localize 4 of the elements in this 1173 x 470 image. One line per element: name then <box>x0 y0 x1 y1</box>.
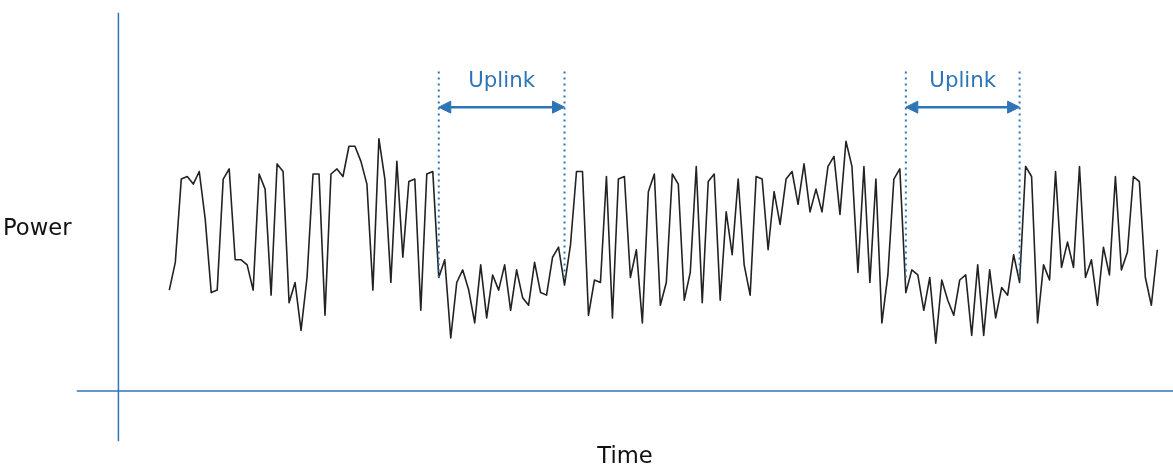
y-axis-title: Power <box>3 214 73 240</box>
text: Uplink <box>929 66 997 92</box>
x-axis-title: Time <box>596 441 653 468</box>
text: Uplink <box>468 66 536 92</box>
